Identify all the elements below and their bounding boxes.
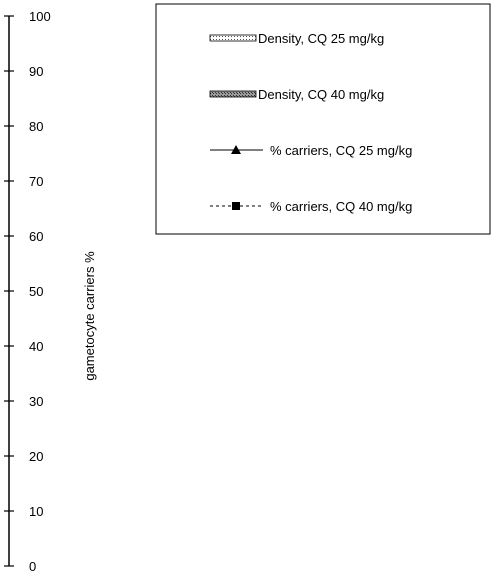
legend-entry: % carriers, CQ 40 mg/kg — [210, 199, 412, 214]
y-tick-label: 30 — [29, 394, 43, 409]
legend-entry: Density, CQ 40 mg/kg — [209, 87, 384, 102]
y-tick-label: 10 — [29, 504, 43, 519]
legend-label: % carriers, CQ 40 mg/kg — [270, 199, 412, 214]
legend: Density, CQ 25 mg/kg Density, CQ 40 mg/kg… — [155, 3, 491, 235]
y-tick-label: 80 — [29, 119, 43, 134]
y-tick-label: 40 — [29, 339, 43, 354]
legend-label: Density, CQ 25 mg/kg — [258, 31, 384, 46]
y-tick-label: 50 — [29, 284, 43, 299]
legend-label: % carriers, CQ 25 mg/kg — [270, 143, 412, 158]
y-axis-title: gametocyte carriers % — [82, 251, 97, 381]
legend-label: Density, CQ 40 mg/kg — [258, 87, 384, 102]
legend-swatch — [209, 34, 257, 42]
y-tick-label: 90 — [29, 64, 43, 79]
legend-marker-square — [232, 202, 240, 210]
legend-box — [155, 3, 491, 235]
y-tick-label: 0 — [29, 559, 36, 574]
y-tick-label: 100 — [29, 9, 51, 24]
legend-marker-triangle — [231, 145, 241, 154]
y-tick-label: 60 — [29, 229, 43, 244]
legend-entry: % carriers, CQ 25 mg/kg — [210, 143, 412, 158]
y-axis: 0 10 20 30 40 50 60 70 80 90 100 — [4, 9, 51, 574]
y-tick-label: 20 — [29, 449, 43, 464]
y-tick-label: 70 — [29, 174, 43, 189]
legend-entry: Density, CQ 25 mg/kg — [209, 31, 384, 46]
legend-swatch — [209, 90, 257, 98]
